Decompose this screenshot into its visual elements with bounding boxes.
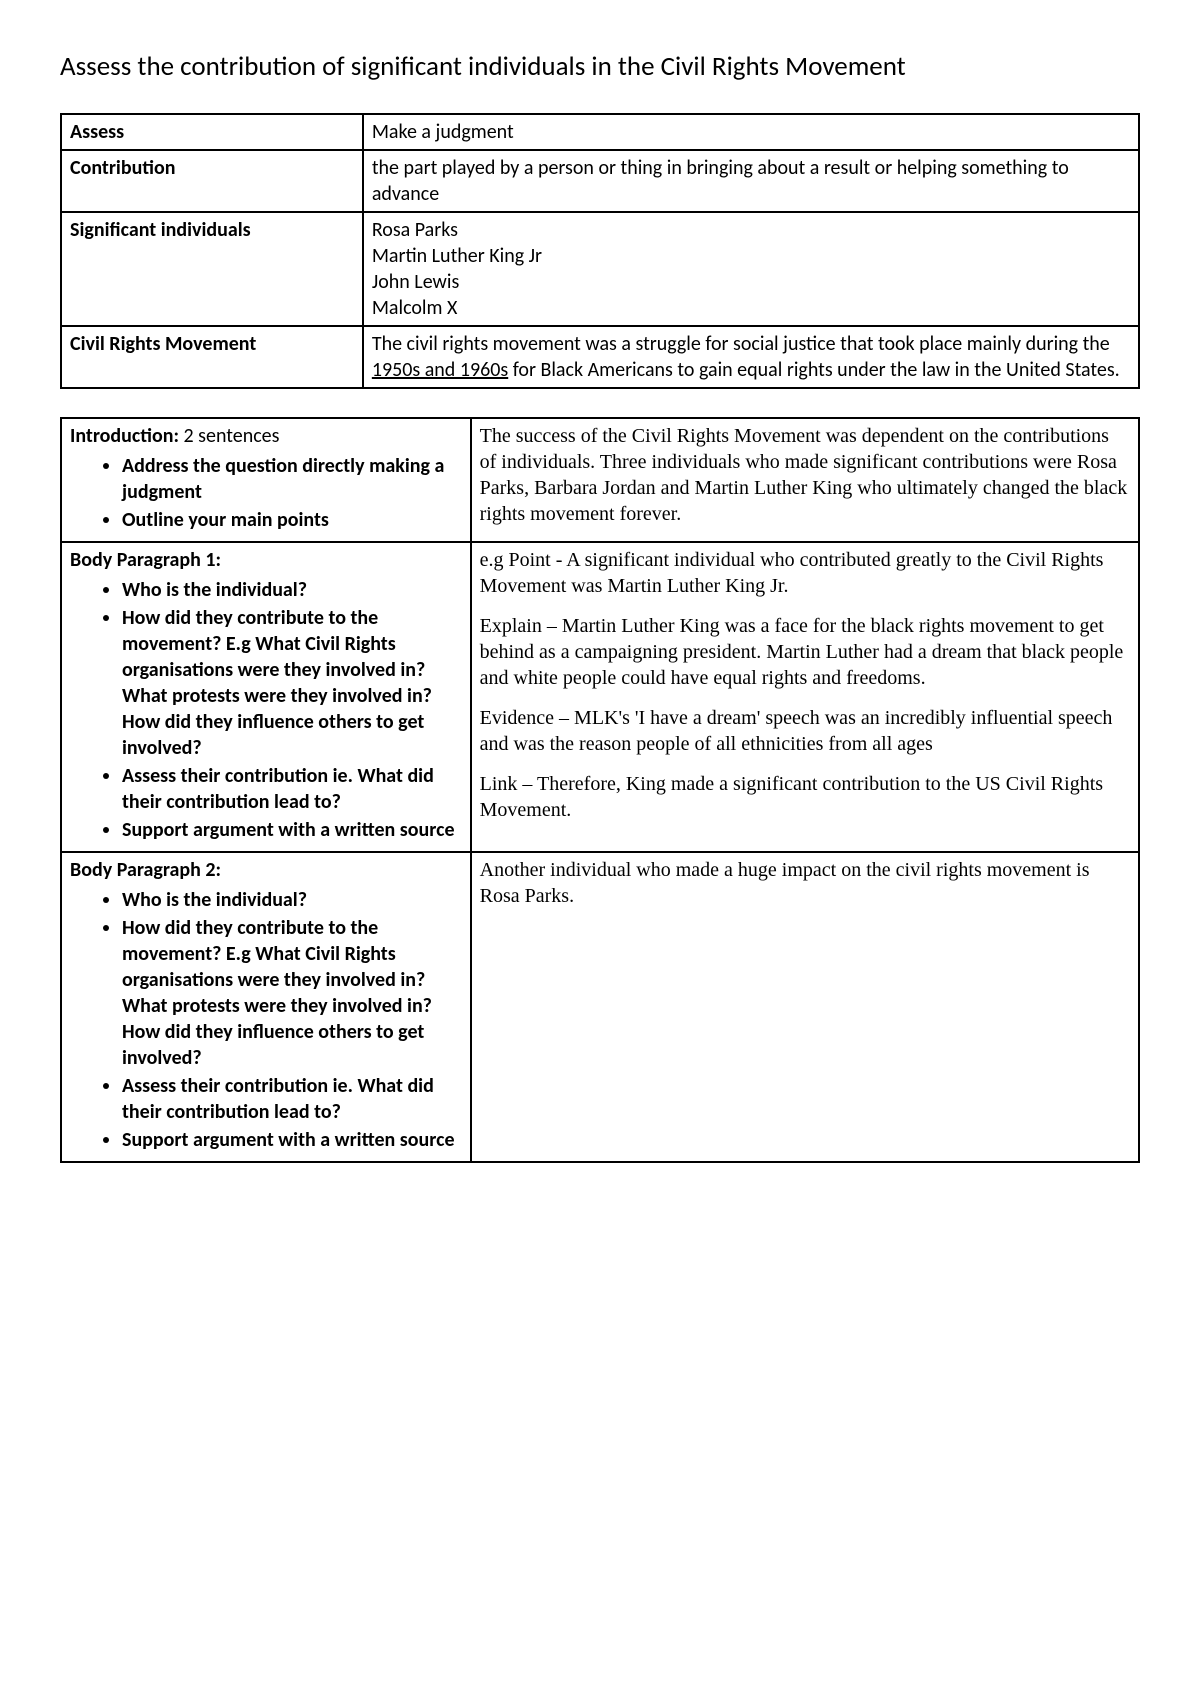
- outline-paragraph: Link – Therefore, King made a significan…: [480, 771, 1130, 823]
- definition-value: Make a judgment: [363, 114, 1139, 150]
- definition-row: Significant individualsRosa ParksMartin …: [61, 212, 1139, 326]
- outline-bullet: Who is the individual?: [122, 887, 462, 913]
- outline-left-cell: Introduction: 2 sentences Address the que…: [61, 418, 471, 542]
- definition-value-line: Malcolm X: [372, 295, 1130, 321]
- definition-value-line: Martin Luther King Jr: [372, 243, 1130, 269]
- outline-table: Introduction: 2 sentences Address the que…: [60, 417, 1140, 1163]
- definitions-table: AssessMake a judgmentContributionthe par…: [60, 113, 1140, 389]
- outline-heading: Body Paragraph 1:: [70, 547, 462, 573]
- outline-bullet: Support argument with a written source: [122, 1127, 462, 1153]
- definition-value-line: John Lewis: [372, 269, 1130, 295]
- definition-value-line: Rosa Parks: [372, 217, 1130, 243]
- outline-bullets: Who is the individual?How did they contr…: [70, 887, 462, 1153]
- outline-left-cell: Body Paragraph 2: Who is the individual?H…: [61, 852, 471, 1162]
- outline-bullet: Assess their contribution ie. What did t…: [122, 1073, 462, 1125]
- definition-value: Rosa ParksMartin Luther King JrJohn Lewi…: [363, 212, 1139, 326]
- definition-row: Civil Rights MovementThe civil rights mo…: [61, 326, 1139, 388]
- outline-paragraph: Evidence – MLK's 'I have a dream' speech…: [480, 705, 1130, 757]
- outline-paragraph: The success of the Civil Rights Movement…: [480, 423, 1130, 527]
- outline-row: Body Paragraph 2: Who is the individual?H…: [61, 852, 1139, 1162]
- definition-label: Assess: [61, 114, 363, 150]
- outline-row: Body Paragraph 1: Who is the individual?H…: [61, 542, 1139, 852]
- definition-row: Contributionthe part played by a person …: [61, 150, 1139, 212]
- outline-bullet: Outline your main points: [122, 507, 462, 533]
- outline-bullet: Assess their contribution ie. What did t…: [122, 763, 462, 815]
- definition-value: the part played by a person or thing in …: [363, 150, 1139, 212]
- outline-paragraph: e.g Point - A significant individual who…: [480, 547, 1130, 599]
- outline-left-cell: Body Paragraph 1: Who is the individual?H…: [61, 542, 471, 852]
- outline-bullet: Address the question directly making a j…: [122, 453, 462, 505]
- outline-paragraph: Another individual who made a huge impac…: [480, 857, 1130, 909]
- outline-heading: Body Paragraph 2:: [70, 857, 462, 883]
- outline-bullet: Support argument with a written source: [122, 817, 462, 843]
- definition-row: AssessMake a judgment: [61, 114, 1139, 150]
- outline-right-cell: e.g Point - A significant individual who…: [471, 542, 1139, 852]
- page-title: Assess the contribution of significant i…: [60, 50, 1140, 83]
- outline-paragraph: Explain – Martin Luther King was a face …: [480, 613, 1130, 691]
- outline-heading: Introduction: 2 sentences: [70, 423, 462, 449]
- outline-bullet: How did they contribute to the movement?…: [122, 605, 462, 761]
- outline-right-cell: Another individual who made a huge impac…: [471, 852, 1139, 1162]
- definition-label: Civil Rights Movement: [61, 326, 363, 388]
- outline-bullet: How did they contribute to the movement?…: [122, 915, 462, 1071]
- outline-bullets: Address the question directly making a j…: [70, 453, 462, 533]
- outline-row: Introduction: 2 sentences Address the que…: [61, 418, 1139, 542]
- outline-bullet: Who is the individual?: [122, 577, 462, 603]
- definition-label: Significant individuals: [61, 212, 363, 326]
- outline-bullets: Who is the individual?How did they contr…: [70, 577, 462, 843]
- outline-right-cell: The success of the Civil Rights Movement…: [471, 418, 1139, 542]
- definition-label: Contribution: [61, 150, 363, 212]
- definition-value: The civil rights movement was a struggle…: [363, 326, 1139, 388]
